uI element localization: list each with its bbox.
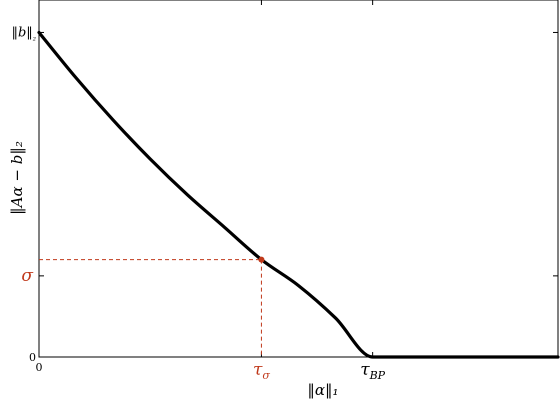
series-line	[37, 30, 560, 359]
y-tick-label-b-norm: ‖b‖₂	[11, 25, 36, 42]
plot-frame	[38, 0, 559, 358]
y-tick-label: 0	[29, 351, 36, 364]
x-tick-label-tau-bp: τBP	[360, 360, 385, 382]
x-tick-label: 0	[36, 361, 43, 374]
y-tick-label-sigma: σ	[21, 266, 33, 286]
x-tick-label-tau-sigma: τσ	[253, 360, 270, 382]
tau-sigma-point	[258, 256, 265, 263]
x-axis-label: ‖α‖₁	[307, 381, 338, 399]
y-axis-label: ‖Aα − b‖₂	[8, 141, 26, 215]
